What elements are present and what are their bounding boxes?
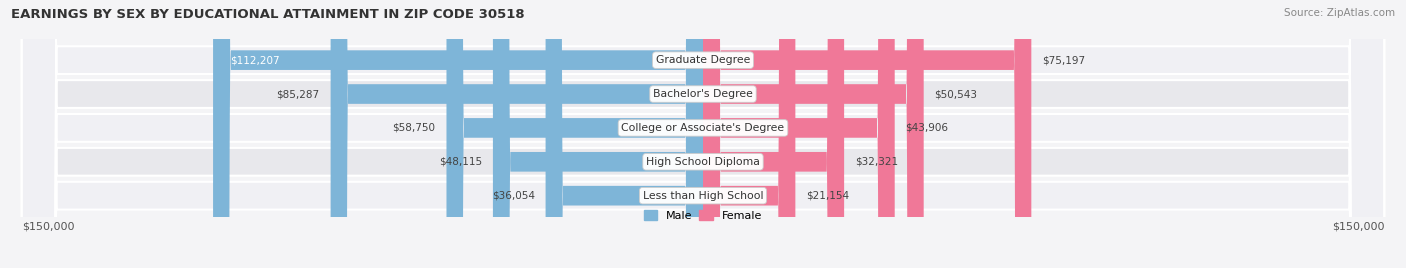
FancyBboxPatch shape bbox=[703, 0, 894, 268]
Text: Source: ZipAtlas.com: Source: ZipAtlas.com bbox=[1284, 8, 1395, 18]
FancyBboxPatch shape bbox=[22, 0, 1384, 268]
FancyBboxPatch shape bbox=[447, 0, 703, 268]
FancyBboxPatch shape bbox=[546, 0, 703, 268]
FancyBboxPatch shape bbox=[22, 0, 1384, 268]
Text: Bachelor's Degree: Bachelor's Degree bbox=[652, 89, 754, 99]
FancyBboxPatch shape bbox=[494, 0, 703, 268]
Text: $112,207: $112,207 bbox=[231, 55, 280, 65]
Text: $58,750: $58,750 bbox=[392, 123, 436, 133]
FancyBboxPatch shape bbox=[22, 0, 1384, 268]
Text: $43,906: $43,906 bbox=[905, 123, 949, 133]
Text: $32,321: $32,321 bbox=[855, 157, 898, 167]
Text: $36,054: $36,054 bbox=[492, 191, 534, 201]
Text: High School Diploma: High School Diploma bbox=[647, 157, 759, 167]
FancyBboxPatch shape bbox=[22, 0, 1384, 268]
FancyBboxPatch shape bbox=[330, 0, 703, 268]
Text: EARNINGS BY SEX BY EDUCATIONAL ATTAINMENT IN ZIP CODE 30518: EARNINGS BY SEX BY EDUCATIONAL ATTAINMEN… bbox=[11, 8, 524, 21]
Text: $48,115: $48,115 bbox=[439, 157, 482, 167]
FancyBboxPatch shape bbox=[22, 0, 1384, 268]
Text: Graduate Degree: Graduate Degree bbox=[655, 55, 751, 65]
Legend: Male, Female: Male, Female bbox=[640, 206, 766, 225]
FancyBboxPatch shape bbox=[703, 0, 1032, 268]
FancyBboxPatch shape bbox=[703, 0, 844, 268]
FancyBboxPatch shape bbox=[703, 0, 796, 268]
Text: College or Associate's Degree: College or Associate's Degree bbox=[621, 123, 785, 133]
FancyBboxPatch shape bbox=[703, 0, 924, 268]
Text: $85,287: $85,287 bbox=[277, 89, 319, 99]
FancyBboxPatch shape bbox=[214, 0, 703, 268]
Text: Less than High School: Less than High School bbox=[643, 191, 763, 201]
Text: $21,154: $21,154 bbox=[806, 191, 849, 201]
Text: $50,543: $50,543 bbox=[935, 89, 977, 99]
Text: $75,197: $75,197 bbox=[1042, 55, 1085, 65]
